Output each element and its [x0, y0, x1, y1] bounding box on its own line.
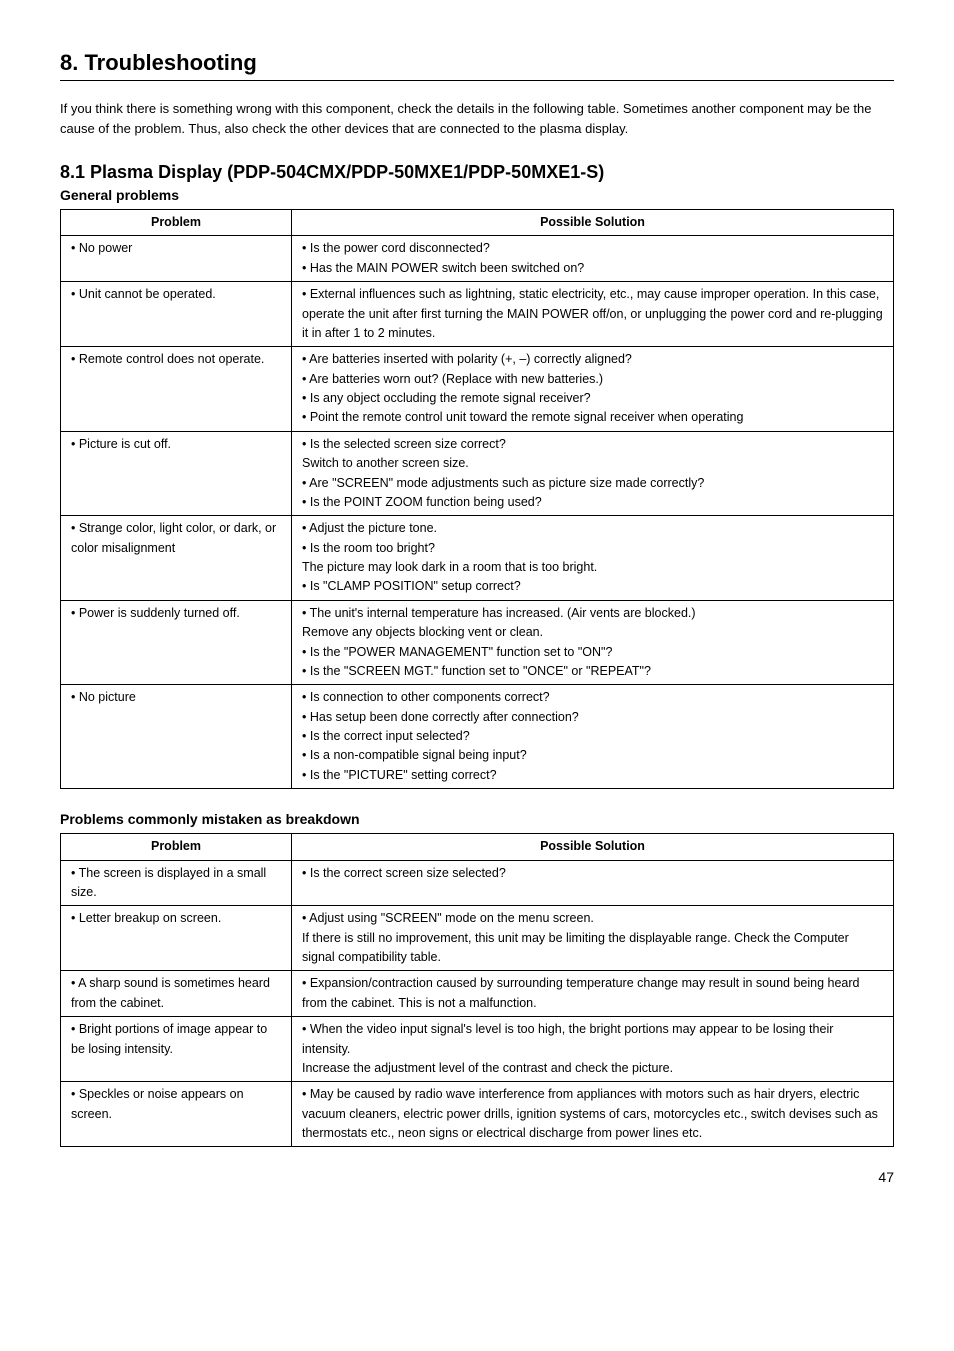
table-row: • Remote control does not operate.• Are … — [61, 347, 894, 432]
solution-cell: • May be caused by radio wave interferen… — [292, 1082, 894, 1147]
table-row: • No power• Is the power cord disconnect… — [61, 236, 894, 282]
subsection-title: 8.1 Plasma Display (PDP-504CMX/PDP-50MXE… — [60, 162, 894, 183]
table-row: • Unit cannot be operated.• External inf… — [61, 282, 894, 347]
problem-cell: • Speckles or noise appears on screen. — [61, 1082, 292, 1147]
solution-cell: • Adjust the picture tone. • Is the room… — [292, 516, 894, 601]
solution-cell: • When the video input signal's level is… — [292, 1017, 894, 1082]
problem-cell: • Unit cannot be operated. — [61, 282, 292, 347]
problem-cell: • The screen is displayed in a small siz… — [61, 860, 292, 906]
table-row: • Speckles or noise appears on screen.• … — [61, 1082, 894, 1147]
table-row: • Bright portions of image appear to be … — [61, 1017, 894, 1082]
table-row: • Picture is cut off.• Is the selected s… — [61, 431, 894, 516]
table2-col-solution: Possible Solution — [292, 834, 894, 860]
solution-cell: • External influences such as lightning,… — [292, 282, 894, 347]
problem-cell: • Letter breakup on screen. — [61, 906, 292, 971]
table1-col-solution: Possible Solution — [292, 210, 894, 236]
table2-col-problem: Problem — [61, 834, 292, 860]
solution-cell: • Is the correct screen size selected? — [292, 860, 894, 906]
table-row: • No picture• Is connection to other com… — [61, 685, 894, 789]
solution-cell: • Expansion/contraction caused by surrou… — [292, 971, 894, 1017]
problem-cell: • No power — [61, 236, 292, 282]
problem-cell: • No picture — [61, 685, 292, 789]
table1-col-problem: Problem — [61, 210, 292, 236]
section-title: 8. Troubleshooting — [60, 50, 894, 81]
table2-heading: Problems commonly mistaken as breakdown — [60, 811, 894, 827]
problem-cell: • Remote control does not operate. — [61, 347, 292, 432]
solution-cell: • Are batteries inserted with polarity (… — [292, 347, 894, 432]
solution-cell: • Is the selected screen size correct? S… — [292, 431, 894, 516]
table-row: • A sharp sound is sometimes heard from … — [61, 971, 894, 1017]
solution-cell: • Is connection to other components corr… — [292, 685, 894, 789]
problem-cell: • Strange color, light color, or dark, o… — [61, 516, 292, 601]
solution-cell: • Adjust using "SCREEN" mode on the menu… — [292, 906, 894, 971]
problem-cell: • Picture is cut off. — [61, 431, 292, 516]
solution-cell: • Is the power cord disconnected? • Has … — [292, 236, 894, 282]
problem-cell: • Power is suddenly turned off. — [61, 600, 292, 685]
page-number: 47 — [60, 1169, 894, 1185]
problem-cell: • Bright portions of image appear to be … — [61, 1017, 292, 1082]
table1-heading: General problems — [60, 187, 894, 203]
table-row: • Letter breakup on screen.• Adjust usin… — [61, 906, 894, 971]
intro-paragraph: If you think there is something wrong wi… — [60, 99, 894, 138]
table-row: • Strange color, light color, or dark, o… — [61, 516, 894, 601]
problem-cell: • A sharp sound is sometimes heard from … — [61, 971, 292, 1017]
solution-cell: • The unit's internal temperature has in… — [292, 600, 894, 685]
table-row: • Power is suddenly turned off.• The uni… — [61, 600, 894, 685]
table-row: • The screen is displayed in a small siz… — [61, 860, 894, 906]
mistaken-breakdown-table: Problem Possible Solution • The screen i… — [60, 833, 894, 1147]
general-problems-table: Problem Possible Solution • No power• Is… — [60, 209, 894, 789]
